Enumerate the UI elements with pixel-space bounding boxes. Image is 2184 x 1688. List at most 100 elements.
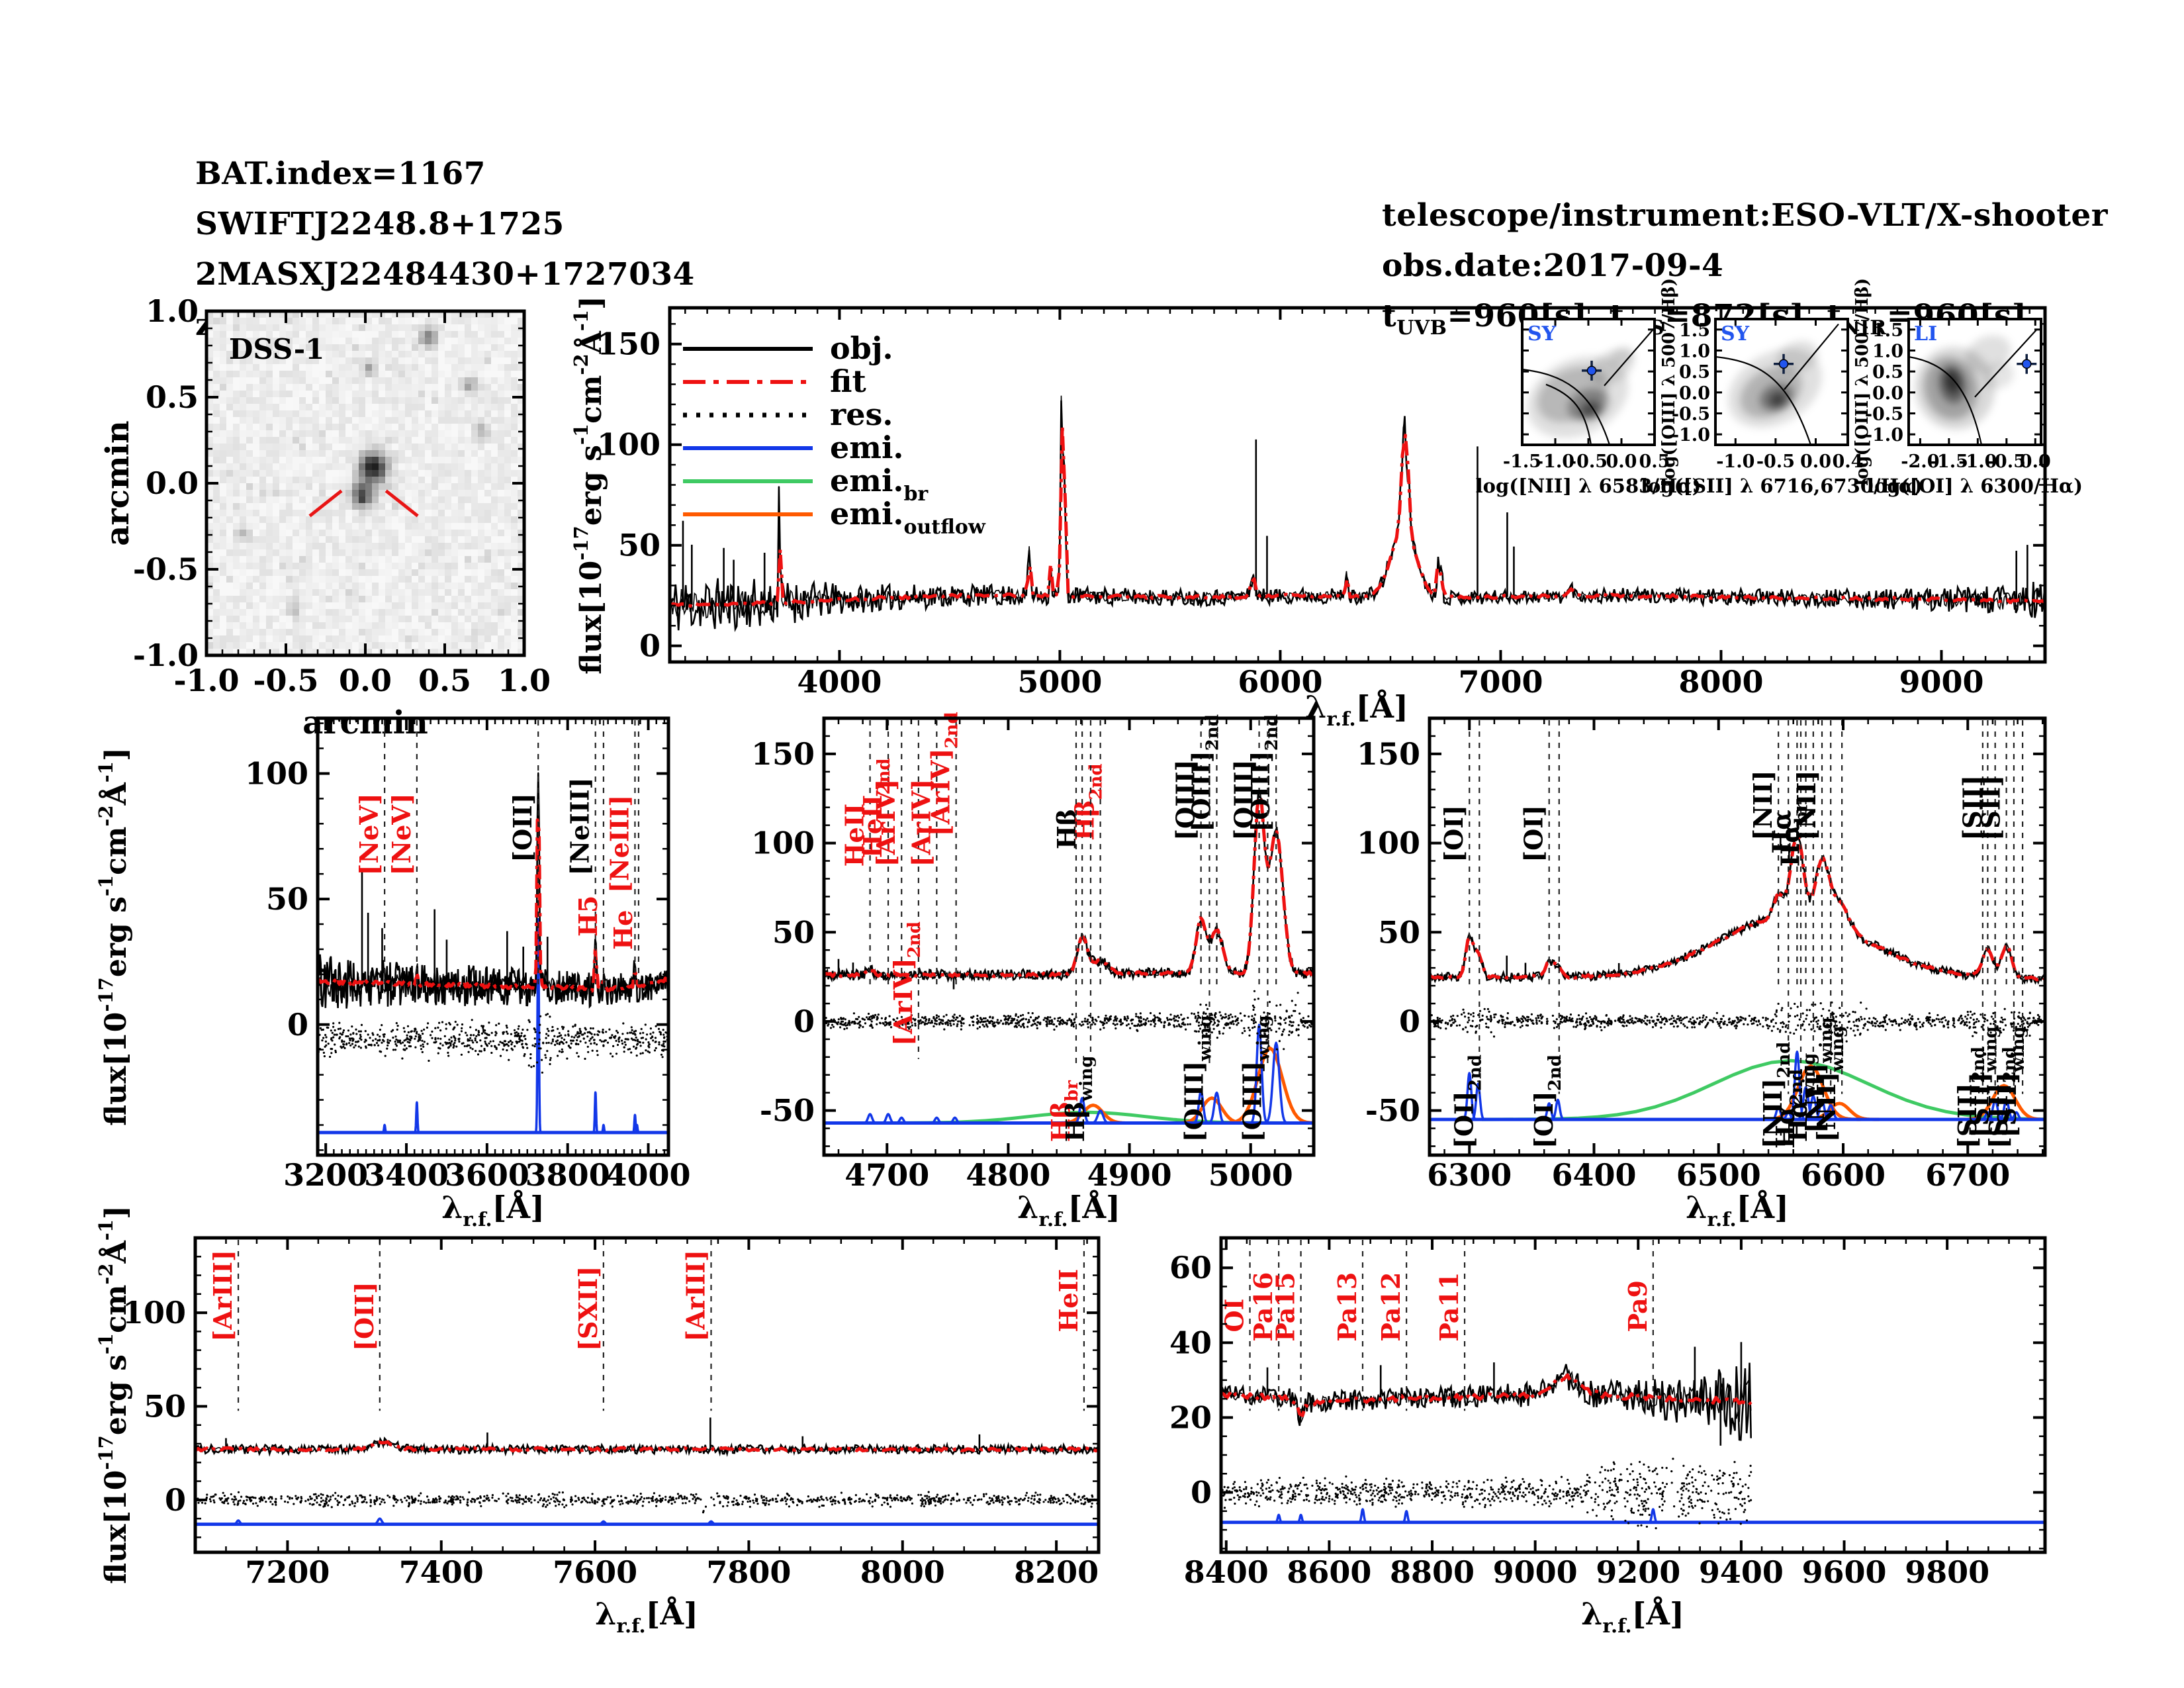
- svg-text:-50: -50: [760, 1093, 815, 1129]
- bpt-inset-2: LI1.51.00.50.0-0.5-1.0-2.0-1.5-1.0-0.50.…: [1852, 278, 2083, 497]
- dss-image-panel: DSS-1 -1.0-1.0 -0.5 -0.5 0.0 0.0 0.5 0.5 1.0 1.0 a…: [99, 293, 551, 741]
- line-label-ariv: [ArIV]: [871, 779, 901, 867]
- line-label-nev: [NeV]: [387, 793, 416, 875]
- svg-text:0.0: 0.0: [339, 663, 392, 698]
- line-label-oi: OI: [1220, 1299, 1250, 1333]
- legend-label-emibr: emi.br: [830, 463, 929, 506]
- line-label-siiwing: [SII]wing: [1992, 1026, 2028, 1137]
- line-label-oi2nd: [OI]2nd: [1449, 1055, 1485, 1149]
- bpt-y-axis-title: log([OIII] λ 5007/Hβ): [1659, 278, 1679, 486]
- bpt-x-axis-title: log([NII] λ 6583/Hα): [1476, 475, 1702, 497]
- line-label-nii: [NII]: [1748, 771, 1778, 841]
- svg-text:5000: 5000: [1208, 1157, 1293, 1193]
- bpt-point: [1586, 365, 1597, 376]
- svg-text:150: 150: [597, 326, 660, 362]
- line-label-nii: [NII]: [1792, 771, 1821, 841]
- wavelength-axis-label-4: λr.f.[Å]: [595, 1596, 698, 1637]
- line-label-sii: [SII]: [1957, 775, 1987, 841]
- telescope-instrument: telescope/instrument:ESO-VLT/X-shooter: [1382, 197, 2109, 234]
- line-label-hbr: Hβbr: [1046, 1080, 1082, 1142]
- target-marker: [385, 489, 419, 518]
- line-label-pa9: Pa9: [1623, 1280, 1653, 1333]
- bpt-point: [2022, 359, 2032, 369]
- panel-main: 4000 5000 6000 7000 8000 9000 0 50 100 150: [597, 306, 2047, 700]
- bpt-class-tag: SY: [1721, 322, 1750, 346]
- svg-text:-0.5: -0.5: [253, 663, 318, 698]
- panel-data-mid-center: [824, 790, 1314, 1125]
- svg-text:0.0: 0.0: [146, 465, 199, 501]
- line-label-sii: [SII]: [1976, 775, 2006, 841]
- line-label-oiii2nd: [OIII]2nd: [1186, 714, 1222, 832]
- line-label-oii: [OII]: [508, 793, 537, 863]
- line-label-h2nd: Hα2nd: [1770, 1069, 1807, 1149]
- bpt-point: [1778, 359, 1789, 369]
- line-label-pa16: Pa16: [1248, 1272, 1278, 1342]
- panel-mid-left: [NeV] [NeV] [OII] [NeIII]H5[NeIII]He3200340…: [245, 716, 691, 1193]
- line-label-ariv2nd: [ArIV]2nd: [888, 921, 925, 1046]
- line-label-oiii: [OIII]: [1171, 759, 1201, 840]
- svg-text:0: 0: [639, 628, 660, 664]
- svg-text:0: 0: [794, 1004, 815, 1039]
- svg-text:100: 100: [597, 427, 660, 463]
- line-label-siiwing: [SII]wing: [1965, 1026, 2001, 1137]
- flux-axis-label-0: flux[10-17erg s-1cm-2Å-1]: [570, 296, 608, 675]
- panel-mid-right: [OI][OI]2nd[OI][OI]2nd[NII][NII]2ndHαHαb…: [1357, 716, 2047, 1193]
- panel-data-bottom-right: [1221, 1342, 2045, 1530]
- wavelength-axis-label-2: λr.f.[Å]: [1017, 1190, 1120, 1231]
- line-label-pa12: Pa12: [1376, 1272, 1406, 1342]
- svg-text:-1.0: -1.0: [173, 663, 239, 698]
- line-label-niiwing: [NII]wing: [1811, 1026, 1848, 1143]
- bpt-inset-1: SY1.51.00.50.0-0.5-1.0-1.0 -0.5 0.0 0.4log(…: [1641, 278, 1923, 497]
- wavelength-axis-label-5: λr.f.[Å]: [1581, 1596, 1684, 1637]
- panel-data-main: [670, 395, 2045, 632]
- legend-label-obj: obj.: [830, 330, 893, 366]
- dss-label: DSS-1: [229, 333, 324, 365]
- svg-text:4000: 4000: [797, 664, 882, 700]
- legend-label-emioutflow: emi.outflow: [830, 496, 986, 539]
- line-label-niiwing: [NII]wing: [1800, 1017, 1837, 1133]
- bpt-x-axis-title: log([OI] λ 6300/Hα): [1867, 475, 2083, 497]
- svg-text:9000: 9000: [1899, 664, 1983, 700]
- line-label-h: Hβ: [1052, 809, 1081, 849]
- bat-index: BAT.index=1167: [195, 156, 486, 192]
- line-label-heii2nd: HeII2nd: [858, 758, 894, 858]
- legend-label-emi: emi.: [830, 430, 903, 465]
- line-label-oi: [OI]: [1519, 805, 1549, 863]
- line-label-ariv: [ArIV]: [906, 779, 936, 867]
- svg-text:50: 50: [618, 528, 660, 563]
- line-label-heii: HeII: [840, 804, 870, 867]
- target-marker: [308, 489, 343, 518]
- line-label-neiii: [NeIII]: [565, 777, 595, 875]
- bpt-class-tag: LI: [1914, 322, 1937, 346]
- line-label-oiiiwing: [OIII]wing: [1237, 1015, 1273, 1142]
- svg-text:50: 50: [266, 881, 308, 917]
- wavelength-axis-label-1: λr.f.[Å]: [441, 1190, 545, 1231]
- line-label-pa15: Pa15: [1271, 1272, 1300, 1342]
- line-label-sxii: [SXII]: [573, 1266, 603, 1351]
- line-label-ariii: [ArIII]: [681, 1250, 711, 1342]
- svg-text:-1.0: -1.0: [133, 637, 199, 673]
- svg-text:4000: 4000: [606, 1157, 691, 1193]
- bpt-class-tag: SY: [1527, 322, 1557, 346]
- svg-text:3200: 3200: [283, 1157, 368, 1193]
- svg-text:5000: 5000: [1017, 664, 1102, 700]
- line-label-oiiiwing: [OIII]wing: [1179, 1015, 1215, 1142]
- line-label-ariv2nd: [ArIV]2nd: [926, 712, 962, 836]
- svg-text:0.5: 0.5: [146, 379, 199, 415]
- wavelength-axis-label-3: λr.f.[Å]: [1686, 1190, 1789, 1231]
- line-label-h5: H5: [573, 896, 603, 937]
- svg-text:4700: 4700: [844, 1157, 929, 1193]
- svg-text:8000: 8000: [1678, 664, 1763, 700]
- svg-text:7000: 7000: [1458, 664, 1543, 700]
- line-label-oi2nd: [OI]2nd: [1529, 1055, 1565, 1149]
- svg-text:3400: 3400: [364, 1157, 449, 1193]
- line-label-he: He: [608, 910, 638, 950]
- line-label-hwing: Hαwing: [1783, 1053, 1819, 1143]
- line-label-ariii: [ArIII]: [208, 1250, 238, 1342]
- svg-text:6000: 6000: [1238, 664, 1322, 700]
- svg-text:50: 50: [772, 914, 815, 950]
- bpt-y-axis-title: log([OIII] λ 5007/Hβ): [1852, 278, 1872, 486]
